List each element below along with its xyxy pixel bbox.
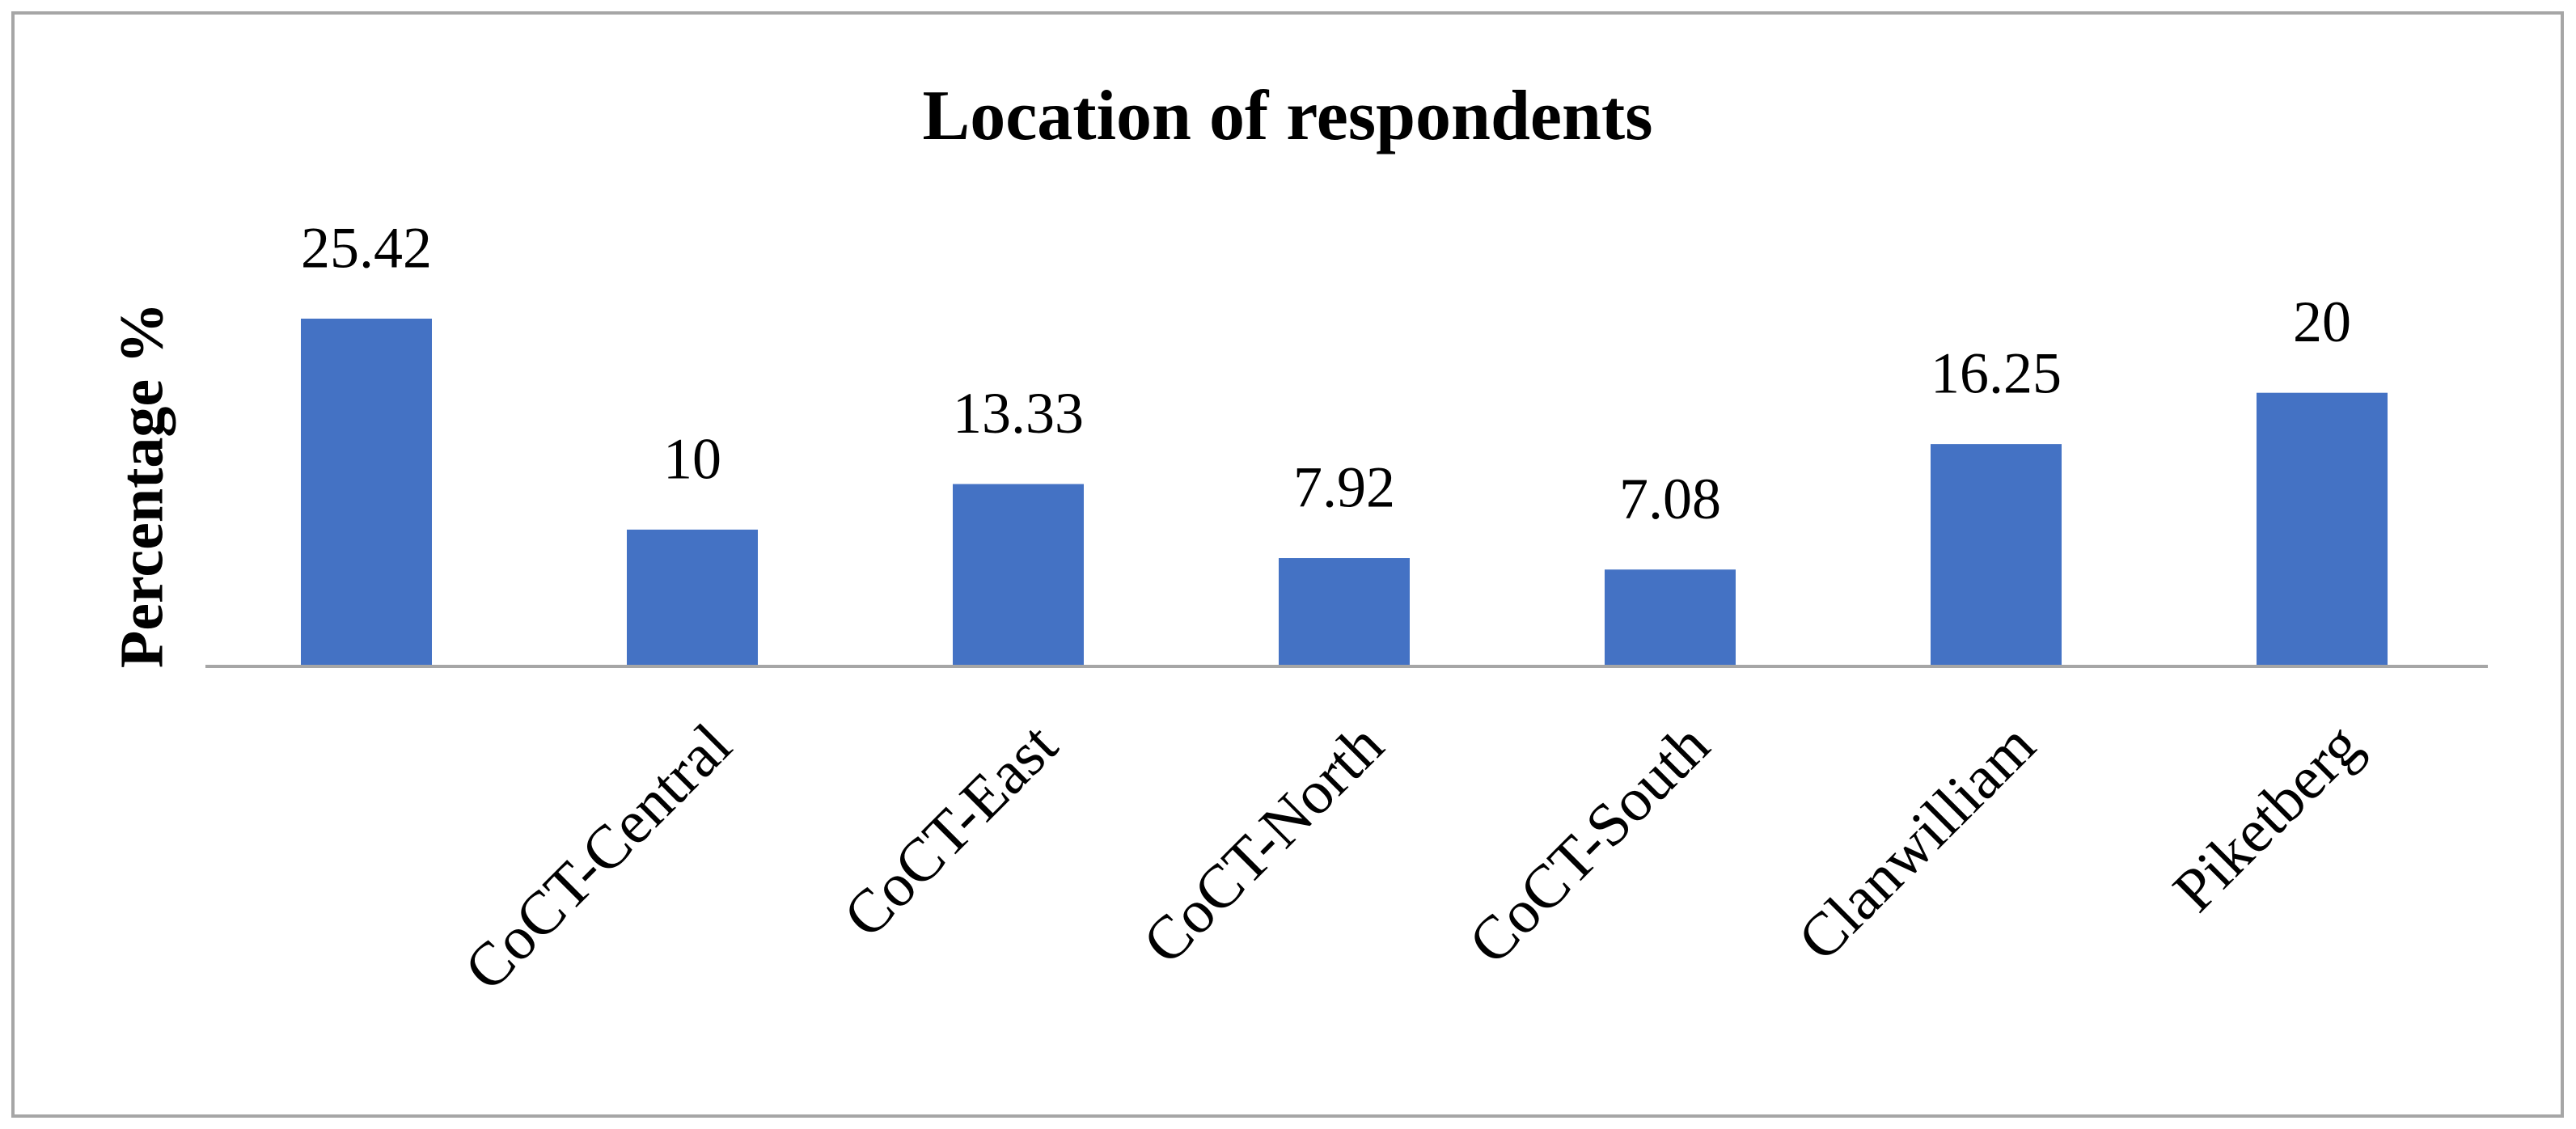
bar	[953, 484, 1084, 666]
data-label: 20	[2293, 290, 2351, 354]
bar	[2257, 392, 2388, 666]
bar	[627, 529, 758, 666]
data-label: 7.08	[1619, 467, 1721, 531]
data-label: 13.33	[953, 381, 1084, 446]
chart-title: Location of respondents	[923, 77, 1653, 155]
bar	[1279, 558, 1410, 666]
data-label: 7.92	[1293, 455, 1395, 520]
bar	[1931, 444, 2062, 666]
data-label: 16.25	[1931, 341, 2062, 406]
bar	[1605, 569, 1736, 666]
data-label: 10	[663, 426, 721, 491]
data-label: 25.42	[301, 216, 432, 281]
bar	[301, 319, 432, 666]
y-axis-label: Percentage %	[108, 302, 176, 668]
